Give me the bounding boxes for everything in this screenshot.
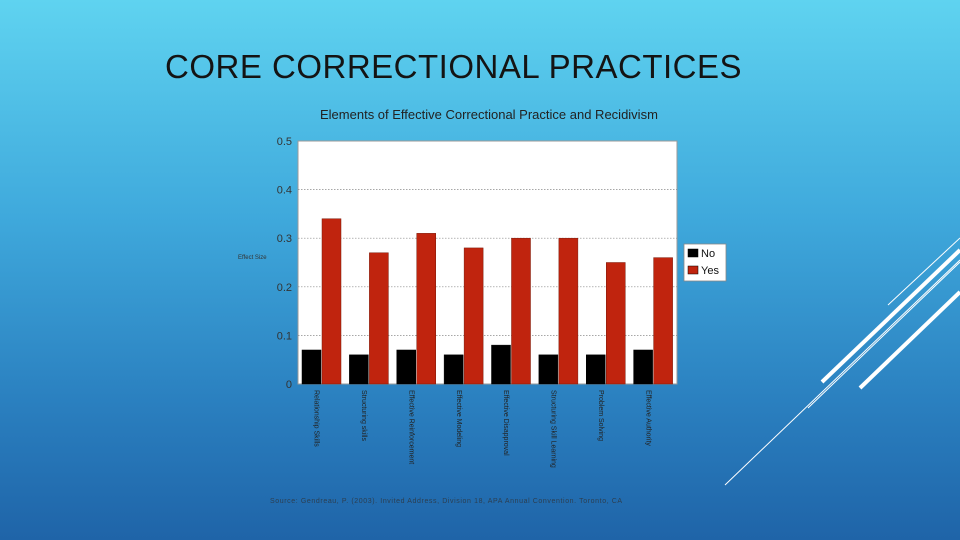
bar-yes	[416, 233, 436, 385]
bar-no	[586, 354, 606, 385]
y-tick-label: 0.5	[277, 136, 292, 148]
bar-no	[491, 344, 511, 385]
legend-label: Yes	[701, 265, 719, 277]
bar-yes	[369, 252, 389, 385]
bar-yes	[321, 218, 342, 385]
bar-yes	[511, 237, 531, 385]
bar-yes	[606, 262, 626, 385]
chart-title: Elements of Effective Correctional Pract…	[320, 107, 658, 122]
bar-yes	[558, 237, 579, 385]
x-tick-label: Effective Modeling	[455, 390, 462, 447]
x-tick-label: Relationship Skills	[313, 390, 320, 447]
bar-no	[633, 349, 653, 385]
legend-swatch	[687, 265, 699, 275]
y-tick-label: 0	[286, 379, 292, 391]
y-tick-label: 0.2	[277, 282, 292, 294]
bar-no	[349, 354, 369, 385]
bar-yes	[463, 247, 484, 385]
x-tick-label: Effective Authority	[644, 390, 651, 446]
legend-label: No	[701, 248, 715, 260]
legend-swatch	[687, 248, 699, 258]
bar-yes	[653, 257, 673, 385]
x-tick-label: Structuring skills	[360, 390, 367, 441]
bar-no	[396, 349, 416, 385]
bar-no	[443, 354, 464, 385]
y-tick-label: 0.1	[277, 330, 292, 342]
y-tick-label: 0.3	[277, 233, 292, 245]
y-axis-label: Effect Size	[238, 255, 267, 261]
bar-no	[538, 354, 559, 385]
source-note: Source: Gendreau, P. (2003). Invited Add…	[270, 498, 623, 505]
x-tick-label: Structuring Skill Learning	[550, 390, 557, 468]
slide-title: CORE CORRECTIONAL PRACTICES	[165, 48, 743, 85]
bar-no	[301, 349, 322, 385]
x-tick-label: Effective Reinforcement	[407, 390, 414, 464]
x-tick-label: Problem Solving	[597, 390, 604, 441]
x-tick-label: Effective Disapproval	[502, 390, 509, 456]
y-tick-label: 0.4	[277, 185, 292, 197]
